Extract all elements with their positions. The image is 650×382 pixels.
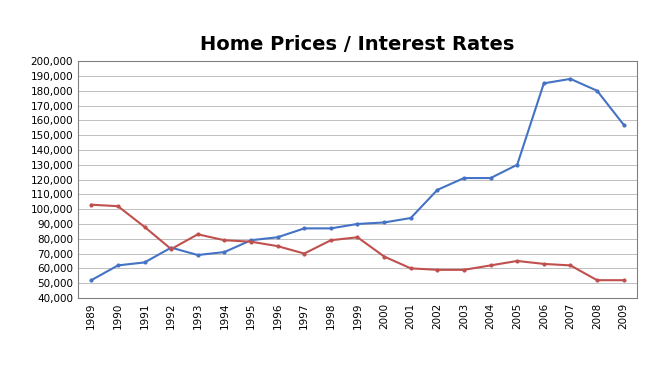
Home Prices — [460, 176, 468, 180]
Home Prices — [434, 188, 441, 192]
Iinterest Rates — [140, 225, 148, 229]
Iinterest Rates — [460, 267, 468, 272]
Iinterest Rates — [167, 247, 175, 251]
Iinterest Rates — [194, 232, 202, 236]
Iinterest Rates — [87, 202, 95, 207]
Home Prices — [220, 250, 228, 254]
Iinterest Rates — [487, 263, 495, 268]
Home Prices — [380, 220, 388, 225]
Home Prices — [300, 226, 308, 231]
Iinterest Rates — [274, 244, 281, 248]
Home Prices — [540, 81, 548, 86]
Home Prices — [620, 123, 628, 127]
Home Prices — [354, 222, 361, 226]
Iinterest Rates — [514, 259, 521, 263]
Line: Home Prices: Home Prices — [89, 77, 626, 282]
Home Prices — [140, 260, 148, 265]
Iinterest Rates — [380, 254, 388, 259]
Home Prices — [167, 245, 175, 250]
Iinterest Rates — [593, 278, 601, 282]
Iinterest Rates — [434, 267, 441, 272]
Iinterest Rates — [327, 238, 335, 243]
Home Prices — [114, 263, 122, 268]
Iinterest Rates — [567, 263, 575, 268]
Home Prices — [87, 278, 95, 282]
Title: Home Prices / Interest Rates: Home Prices / Interest Rates — [200, 35, 515, 54]
Iinterest Rates — [300, 251, 308, 256]
Home Prices — [487, 176, 495, 180]
Home Prices — [593, 89, 601, 93]
Home Prices — [327, 226, 335, 231]
Iinterest Rates — [220, 238, 228, 243]
Iinterest Rates — [620, 278, 628, 282]
Iinterest Rates — [407, 266, 415, 270]
Home Prices — [274, 235, 281, 240]
Home Prices — [567, 76, 575, 81]
Home Prices — [194, 253, 202, 257]
Home Prices — [514, 162, 521, 167]
Iinterest Rates — [114, 204, 122, 209]
Iinterest Rates — [247, 240, 255, 244]
Home Prices — [407, 216, 415, 220]
Line: Iinterest Rates: Iinterest Rates — [89, 202, 626, 282]
Iinterest Rates — [540, 262, 548, 266]
Home Prices — [247, 238, 255, 243]
Iinterest Rates — [354, 235, 361, 240]
